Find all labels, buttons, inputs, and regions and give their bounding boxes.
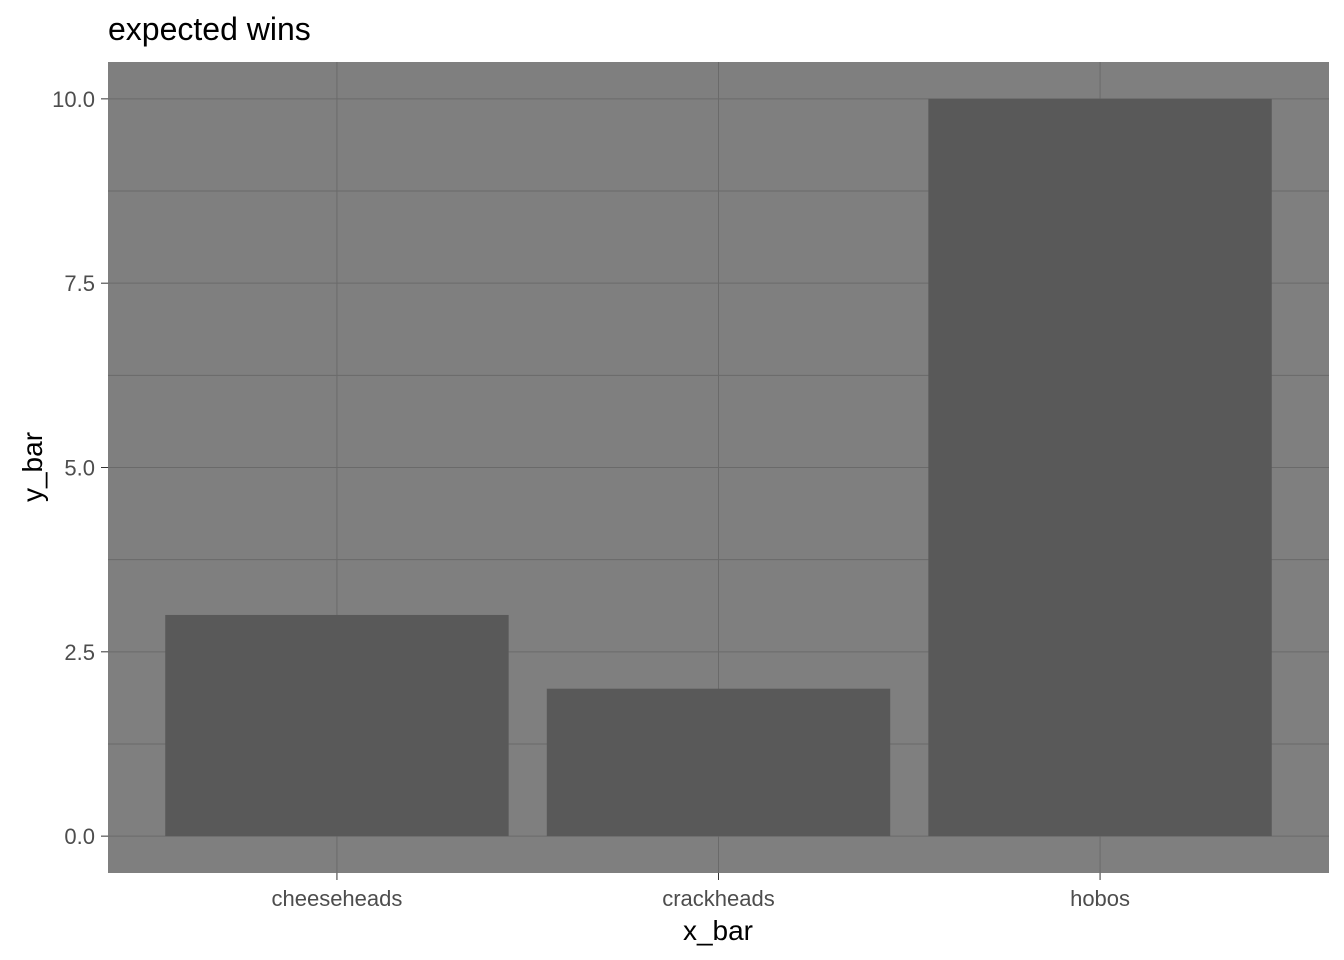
- y-tick-label: 2.5: [64, 640, 95, 665]
- y-tick-label: 0.0: [64, 824, 95, 849]
- bar-crackheads: [546, 688, 891, 837]
- y-tick-label: 7.5: [64, 271, 95, 296]
- y-tick-label: 5.0: [64, 456, 95, 481]
- chart-title: expected wins: [108, 11, 311, 47]
- x-tick-label: hobos: [1070, 886, 1130, 911]
- x-tick-label: cheeseheads: [271, 886, 402, 911]
- y-axis-title: y_bar: [17, 432, 48, 502]
- bars: [165, 98, 1272, 837]
- bar-cheeseheads: [165, 614, 509, 837]
- y-tick-label: 10.0: [52, 87, 95, 112]
- bar-hobos: [928, 98, 1272, 837]
- x-tick-label: crackheads: [662, 886, 775, 911]
- axes: 0.0 2.5 5.0 7.5 10.0 cheeseheads crackheads hob…: [52, 87, 1130, 911]
- x-axis-title: x_bar: [683, 915, 753, 946]
